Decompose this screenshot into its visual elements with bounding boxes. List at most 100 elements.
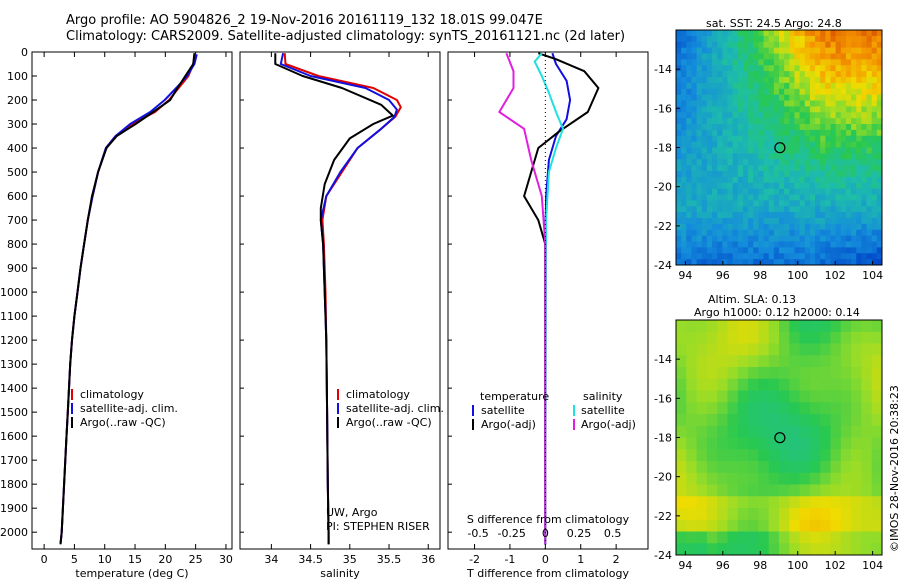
sst-map-cell	[748, 88, 754, 96]
sst-map-cell	[876, 41, 883, 49]
sst-map-cell	[753, 218, 759, 225]
sst-map-cell	[804, 124, 811, 131]
sst-map-cell	[845, 77, 852, 84]
sst-map-cell	[748, 176, 754, 184]
sst-map-cell	[779, 65, 785, 72]
sst-map-cell	[866, 129, 873, 137]
sst-map-cell	[815, 223, 821, 231]
sst-map-cell	[742, 118, 749, 125]
difference-profile-xtick-label: 0	[542, 553, 549, 566]
temperature-profile-ytick-label: 1300	[0, 358, 28, 371]
sla-map-cell	[758, 461, 770, 474]
sst-map-cell	[835, 71, 842, 78]
sla-map-cell	[799, 543, 811, 556]
sst-map-cell	[815, 159, 821, 166]
sst-map-cell	[820, 229, 826, 237]
sla-map-cell	[820, 461, 831, 474]
sla-map-cell	[737, 402, 749, 415]
sla-map-cell	[779, 343, 790, 356]
sla-map-cell	[830, 437, 842, 450]
sst-map-cell	[717, 253, 723, 260]
sst-map-cell	[784, 100, 790, 107]
sst-map-cell	[753, 65, 759, 72]
sst-map-cell	[825, 35, 831, 43]
sst-map-cell	[804, 30, 811, 37]
sst-map-cell	[779, 88, 785, 96]
temperature-profile-ytick-label: 500	[7, 166, 28, 179]
sla-map-cell	[727, 484, 739, 497]
sst-map-cell	[753, 47, 759, 55]
sst-map-cell	[706, 94, 713, 102]
sla-map-cell	[717, 331, 728, 344]
sst-map-cell	[861, 82, 868, 90]
sst-map-cell	[753, 206, 759, 213]
sla-map-cell	[840, 519, 852, 532]
sst-map-cell	[820, 153, 826, 160]
sst-map-cell	[830, 118, 837, 125]
sst-map-cell	[696, 235, 703, 243]
sla-map-cell	[768, 449, 780, 462]
sst-map-cell	[876, 100, 883, 107]
sst-map-cell	[696, 259, 703, 266]
sst-map-cell	[763, 71, 770, 78]
sst-map-cell	[748, 82, 754, 90]
sst-map-cell	[779, 241, 785, 248]
difference-profile-series-s-argo-adj-	[498, 52, 547, 545]
sst-map-cell	[676, 235, 682, 243]
sst-map-cell	[871, 176, 878, 184]
sst-map-cell	[712, 65, 718, 72]
sst-map-cell	[866, 106, 873, 113]
sla-map-cell	[820, 414, 831, 427]
sst-map-cell	[830, 182, 837, 190]
sst-map-cell	[856, 118, 862, 125]
sla-map-cell	[717, 414, 728, 427]
sst-map-cell	[830, 188, 837, 196]
sla-map-cell	[686, 437, 698, 450]
sla-map-cell	[809, 355, 821, 368]
sst-map-cell	[737, 206, 744, 213]
temperature-profile-xtick-label: 30	[219, 553, 233, 566]
sst-map-cell	[871, 247, 878, 254]
sst-map-cell	[825, 47, 831, 55]
sla-map-cell	[830, 519, 842, 532]
sst-map-cell	[835, 147, 842, 154]
sst-map-cell	[851, 165, 857, 172]
sst-map-cell	[871, 88, 878, 96]
sst-map-cell	[676, 71, 682, 78]
salinity-profile-xtick-label: 35	[343, 553, 357, 566]
sst-map-cell	[706, 212, 713, 219]
sst-map-cell	[851, 77, 857, 84]
sst-map-cell	[815, 218, 821, 225]
sla-map-cell	[820, 390, 831, 403]
sst-map-cell	[799, 141, 806, 149]
sst-map-cell	[732, 41, 739, 49]
sst-map-cell	[815, 235, 821, 243]
sst-map-cell	[748, 153, 754, 160]
sla-map-cell	[727, 449, 739, 462]
sla-map-cell	[809, 331, 821, 344]
sst-map-cell	[732, 247, 739, 254]
sst-map-cell	[820, 165, 826, 172]
sst-map-cell	[815, 247, 821, 254]
sla-map-cell	[748, 484, 759, 497]
sla-map-cell	[830, 425, 842, 438]
sst-map-cell	[748, 171, 754, 178]
sla-map-cell	[830, 461, 842, 474]
sst-map-cell	[799, 253, 806, 260]
sla-map-cell	[861, 343, 873, 356]
sla-map-cell	[851, 320, 862, 333]
sst-map-cell	[686, 159, 692, 166]
sst-map-cell	[856, 159, 862, 166]
sst-map-cell	[830, 176, 837, 184]
sla-map-cell	[809, 508, 821, 521]
sst-map-cell	[742, 77, 749, 84]
sst-map-cell	[722, 47, 728, 55]
sst-map-cell	[706, 100, 713, 107]
sst-map-cell	[696, 82, 703, 90]
sst-map-cell	[768, 235, 775, 243]
sst-map-cell	[861, 41, 868, 49]
sla-map-cell	[779, 437, 790, 450]
sst-map-cell	[686, 229, 692, 237]
sst-map-cell	[825, 259, 831, 266]
sst-map-cell	[804, 147, 811, 154]
